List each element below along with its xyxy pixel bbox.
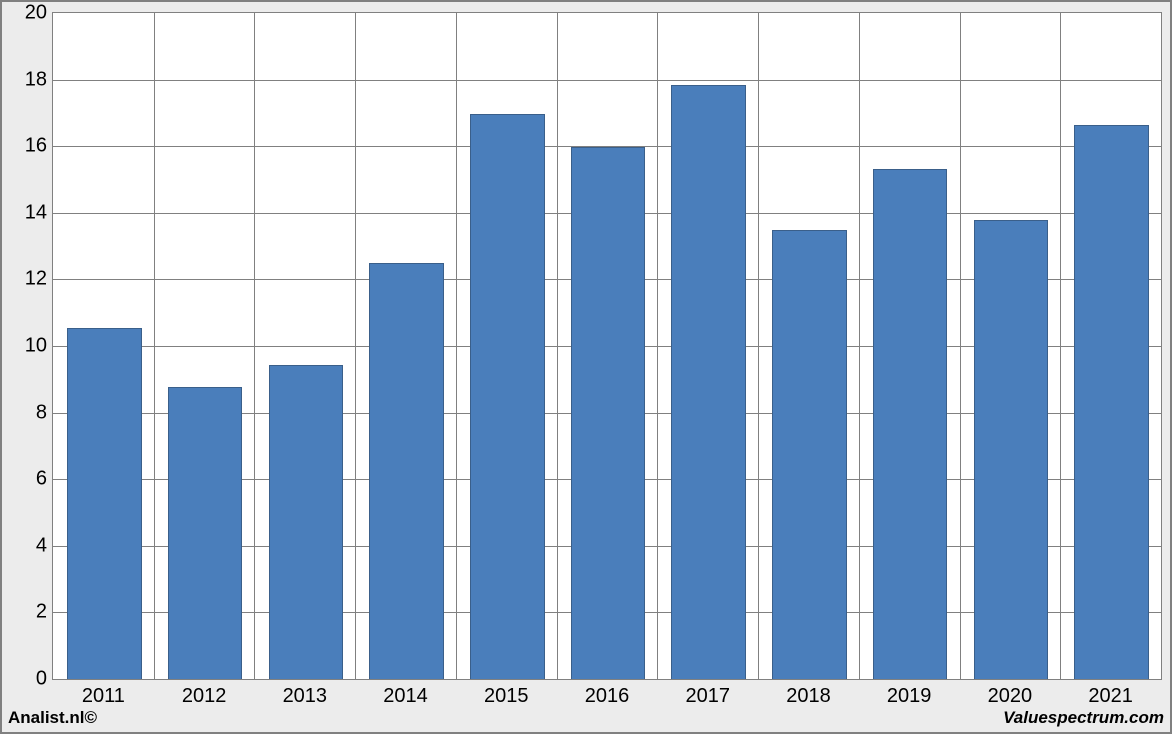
y-tick-label: 18	[25, 68, 47, 91]
y-tick-label: 10	[25, 335, 47, 358]
bar	[671, 85, 746, 679]
grid-line-vertical	[154, 13, 155, 679]
y-tick-label: 0	[36, 668, 47, 691]
bar	[470, 114, 545, 679]
grid-line-vertical	[960, 13, 961, 679]
bar	[873, 169, 948, 679]
x-tick-label: 2015	[484, 685, 529, 708]
y-tick-label: 14	[25, 201, 47, 224]
x-tick-label: 2014	[383, 685, 428, 708]
y-tick-label: 2	[36, 601, 47, 624]
bar	[974, 220, 1049, 679]
x-tick-label: 2021	[1088, 685, 1133, 708]
x-tick-label: 2020	[988, 685, 1033, 708]
grid-line-horizontal	[53, 80, 1161, 81]
grid-line-vertical	[254, 13, 255, 679]
y-tick-label: 20	[25, 2, 47, 25]
bar	[369, 263, 444, 679]
bar	[772, 230, 847, 679]
y-tick-label: 6	[36, 468, 47, 491]
footer-right-text: Valuespectrum.com	[1003, 708, 1164, 728]
grid-line-vertical	[557, 13, 558, 679]
grid-line-vertical	[355, 13, 356, 679]
grid-line-vertical	[859, 13, 860, 679]
plot-area: 0246810121416182020112012201320142015201…	[52, 12, 1162, 680]
x-tick-label: 2011	[82, 685, 125, 708]
x-tick-label: 2018	[786, 685, 831, 708]
x-tick-label: 2016	[585, 685, 630, 708]
y-tick-label: 4	[36, 534, 47, 557]
grid-line-vertical	[657, 13, 658, 679]
y-tick-label: 12	[25, 268, 47, 291]
x-tick-label: 2017	[685, 685, 730, 708]
bar	[168, 387, 243, 679]
x-tick-label: 2019	[887, 685, 932, 708]
bar	[269, 365, 344, 679]
y-tick-label: 16	[25, 135, 47, 158]
chart-frame: 0 2 4 6 8 10 12 14 16 18 20 2011 2012 2013 2014 2015 201…	[0, 0, 1172, 734]
footer-left-text: Analist.nl©	[8, 708, 97, 728]
x-tick-label: 2013	[283, 685, 328, 708]
x-tick-label: 2012	[182, 685, 227, 708]
grid-line-vertical	[758, 13, 759, 679]
bar	[67, 328, 142, 679]
bar	[1074, 125, 1149, 679]
grid-line-vertical	[1060, 13, 1061, 679]
y-tick-label: 8	[36, 401, 47, 424]
grid-line-vertical	[456, 13, 457, 679]
bar	[571, 147, 646, 679]
